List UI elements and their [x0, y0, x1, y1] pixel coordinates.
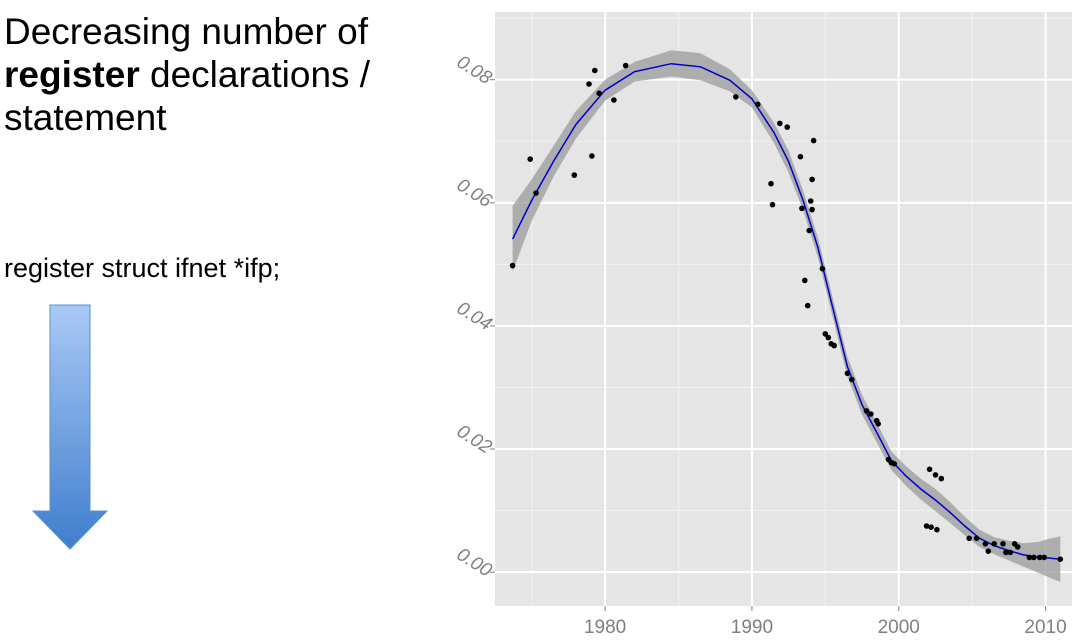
data-point [807, 198, 814, 204]
x-tick-label: 1980 [584, 617, 626, 638]
data-point [527, 156, 533, 162]
data-point [1057, 556, 1064, 562]
data-point [1036, 554, 1043, 561]
x-tick-label: 2010 [1024, 617, 1066, 638]
data-point [799, 205, 805, 212]
slide-title: Decreasing number of register declaratio… [4, 10, 424, 139]
data-point [804, 302, 811, 309]
data-point [819, 265, 826, 272]
data-point [1014, 544, 1021, 550]
data-point [1007, 549, 1014, 556]
title-line-2-rest: declarations / [139, 54, 371, 95]
data-point [509, 262, 516, 269]
data-point [891, 461, 898, 467]
data-point [802, 277, 808, 284]
title-line-1: Decreasing number of [4, 11, 369, 52]
data-point [806, 227, 812, 234]
data-point [810, 137, 817, 144]
plot-panel [495, 12, 1072, 606]
title-line-3: statement [4, 97, 167, 138]
data-point [768, 180, 774, 187]
data-point [863, 408, 870, 414]
data-point [844, 370, 851, 377]
y-tick-label: 0.02 [453, 421, 496, 459]
data-point [849, 376, 855, 383]
data-point [938, 475, 945, 482]
data-point [831, 342, 837, 349]
data-point [1000, 541, 1006, 547]
title-line-2: register declarations / [4, 53, 424, 96]
data-point [825, 334, 832, 341]
data-point [1026, 554, 1033, 561]
x-tick-label: 2000 [878, 617, 920, 638]
data-point [809, 176, 815, 183]
data-point [822, 331, 829, 337]
data-point [868, 411, 874, 417]
data-point [934, 526, 940, 533]
data-point [592, 67, 598, 74]
y-axis-ticks: 0.00 0.02 0.04 0.06 0.08 [453, 52, 496, 582]
data-point [769, 201, 776, 208]
y-tick-label: 0.00 [453, 544, 496, 582]
data-point [966, 535, 972, 542]
y-tick-label: 0.06 [453, 175, 496, 213]
x-axis-ticks: 1980 1990 2000 2010 [584, 606, 1067, 638]
scatter-chart: 1980 1990 2000 2010 0.00 0.02 0.04 0.06 0.08 [453, 12, 1072, 638]
data-point [1031, 554, 1037, 561]
data-point [923, 523, 930, 529]
data-points [509, 62, 1064, 562]
down-arrow-icon [32, 304, 108, 550]
data-point [991, 541, 997, 547]
title-keyword: register [4, 54, 140, 95]
x-tick-label: 1990 [731, 617, 773, 638]
y-tick-label: 0.04 [453, 298, 495, 335]
y-tick-label: 0.08 [453, 52, 496, 90]
data-point [875, 421, 881, 427]
data-point [928, 524, 934, 530]
grid-lines [495, 12, 1072, 606]
data-point [797, 153, 804, 160]
data-point [932, 472, 939, 478]
data-point [586, 81, 592, 87]
data-point [611, 97, 617, 103]
data-point [784, 124, 790, 130]
data-point [982, 541, 989, 547]
data-point [533, 190, 539, 196]
code-example: register struct ifnet *ifp; [4, 253, 281, 283]
data-point [973, 535, 980, 542]
data-point [755, 101, 761, 108]
plot-background [495, 12, 1072, 606]
data-point [571, 172, 578, 178]
data-point [622, 62, 629, 69]
data-point [1041, 554, 1047, 561]
data-point [589, 153, 595, 159]
data-point [777, 120, 783, 127]
data-point [1003, 549, 1009, 556]
data-point [733, 94, 739, 100]
data-point [596, 90, 602, 97]
data-point [926, 466, 933, 473]
data-point [809, 206, 815, 213]
data-point [985, 548, 992, 554]
